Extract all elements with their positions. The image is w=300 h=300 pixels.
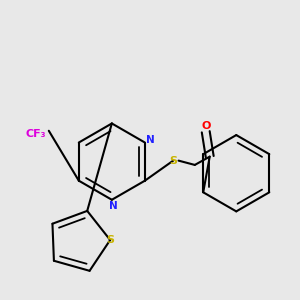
Text: S: S bbox=[106, 235, 114, 245]
Text: N: N bbox=[146, 135, 155, 145]
Text: CF₃: CF₃ bbox=[25, 129, 46, 139]
Text: N: N bbox=[109, 201, 118, 211]
Text: O: O bbox=[202, 121, 211, 131]
Text: S: S bbox=[169, 156, 177, 166]
